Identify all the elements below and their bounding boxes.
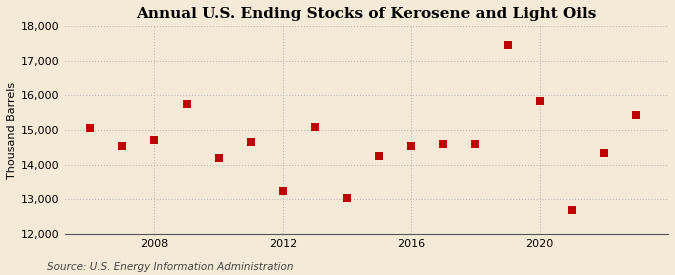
Y-axis label: Thousand Barrels: Thousand Barrels (7, 82, 17, 179)
Point (149, 138, 160, 143)
Point (374, 154, 385, 158)
Point (310, 125, 321, 129)
Text: Source: U.S. Energy Information Administration: Source: U.S. Energy Information Administ… (47, 262, 294, 272)
Point (599, 150, 610, 155)
Title: Annual U.S. Ending Stocks of Kerosene and Light Oils: Annual U.S. Ending Stocks of Kerosene an… (136, 7, 597, 21)
Point (213, 156, 224, 160)
Point (85, 126, 96, 131)
Point (342, 196, 352, 200)
Point (566, 208, 577, 212)
Point (246, 140, 256, 144)
Point (470, 142, 481, 146)
Point (630, 112, 641, 117)
Point (438, 142, 449, 146)
Point (181, 102, 192, 106)
Point (534, 98, 545, 103)
Point (117, 144, 128, 148)
Point (406, 144, 416, 148)
Point (277, 188, 288, 193)
Point (502, 43, 513, 48)
